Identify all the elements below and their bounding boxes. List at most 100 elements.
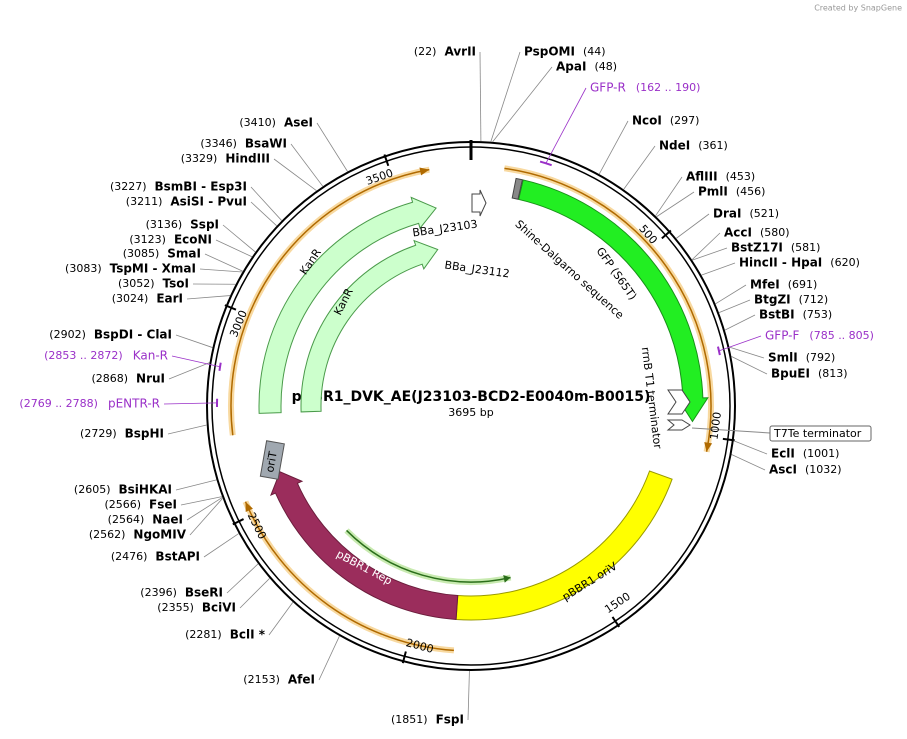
enzyme-name: BspHI — [125, 427, 164, 441]
enzyme-leader — [691, 232, 721, 261]
enzyme-position: (712) — [799, 293, 829, 306]
enzyme-position: (792) — [806, 351, 836, 364]
enzyme-leader — [203, 533, 239, 558]
primer-range: (785 .. 805) — [809, 329, 874, 342]
enzyme-leader — [167, 424, 207, 435]
rep-arrow — [270, 471, 459, 621]
ring-tick — [224, 304, 237, 311]
ring-tick — [383, 154, 390, 167]
ring-tick-label: 1000 — [707, 411, 724, 440]
enzyme-leader — [250, 186, 282, 221]
map-length: 3695 bp — [448, 406, 493, 419]
enzyme-leader — [204, 253, 243, 272]
orange-arc — [504, 167, 712, 452]
ring-tick — [611, 616, 621, 628]
primer-range: (2853 .. 2872) — [44, 349, 123, 362]
enzyme-name: BtgZI — [754, 293, 791, 307]
orange-arc — [244, 501, 454, 652]
enzyme-leader — [692, 247, 728, 261]
terminator-arrow — [667, 389, 691, 415]
enzyme-name: NaeI — [152, 513, 183, 527]
primer-leader — [163, 402, 218, 405]
enzyme-leader — [273, 158, 317, 192]
enzyme-leader — [226, 563, 259, 594]
enzyme-position: (3085) — [123, 247, 160, 260]
enzyme-leader — [250, 201, 277, 227]
primer-name: pENTR-R — [108, 397, 160, 411]
enzyme-name: SmaI — [167, 247, 201, 261]
enzyme-name: AseI — [284, 116, 313, 130]
ring-tick — [722, 437, 735, 442]
enzyme-leader — [623, 145, 656, 190]
orange-arc-head — [245, 501, 253, 513]
enzyme-position: (2729) — [80, 427, 117, 440]
enzyme-position: (3052) — [118, 277, 155, 290]
enzyme-position: (753) — [803, 308, 833, 321]
enzyme-leader — [268, 601, 294, 636]
enzyme-leader — [598, 120, 629, 175]
enzyme-leader — [199, 268, 243, 273]
orit-box — [259, 440, 285, 480]
enzyme-leader — [467, 670, 470, 721]
kanr-arrow — [300, 239, 439, 413]
enzyme-leader — [731, 356, 768, 375]
primer-range: (162 .. 190) — [636, 81, 701, 94]
enzyme-position: (620) — [830, 256, 860, 269]
feature-label: T7Te terminator — [773, 427, 862, 440]
primer-leader — [718, 335, 762, 352]
primer-name: Kan-R — [133, 349, 168, 363]
enzyme-name: BspDI - ClaI — [94, 328, 172, 342]
enzyme-name: PmlI — [698, 185, 728, 199]
enzyme-position: (1001) — [803, 447, 840, 460]
enzyme-position: (1032) — [805, 463, 842, 476]
enzyme-position: (580) — [760, 226, 790, 239]
enzyme-name: NgoMIV — [133, 528, 186, 542]
enzyme-name: AscI — [769, 463, 797, 477]
enzyme-position: (3211) — [126, 195, 163, 208]
enzyme-position: (581) — [791, 241, 821, 254]
enzyme-leader — [316, 122, 348, 172]
enzyme-leader — [715, 284, 747, 305]
enzyme-leader — [701, 262, 736, 276]
features — [216, 154, 872, 664]
enzyme-position: (691) — [788, 278, 818, 291]
enzyme-position: (361) — [698, 139, 728, 152]
enzyme-position: (2564) — [108, 513, 145, 526]
enzyme-leader — [490, 51, 521, 142]
enzyme-position: (2396) — [140, 586, 177, 599]
enzyme-name: BpuEI — [771, 367, 810, 381]
enzyme-leader — [318, 635, 340, 681]
orange-arc-head — [419, 167, 430, 176]
enzyme-name: AflIII — [686, 170, 718, 184]
enzyme-leader — [729, 346, 765, 359]
enzyme-name: FspI — [436, 713, 464, 727]
enzyme-position: (2153) — [243, 673, 280, 686]
enzyme-name: BsiHKAI — [119, 483, 173, 497]
enzyme-name: NruI — [136, 372, 165, 386]
enzyme-name: PspOMI — [524, 45, 575, 59]
enzyme-position: (2355) — [157, 601, 194, 614]
enzyme-name: BciVI — [202, 601, 236, 615]
enzyme-name: SspI — [190, 218, 219, 232]
enzyme-position: (2566) — [104, 498, 141, 511]
enzyme-position: (1851) — [391, 713, 428, 726]
enzyme-position: (521) — [749, 207, 779, 220]
enzyme-name: AsiSI - PvuI — [170, 195, 247, 209]
enzyme-name: BsaWI — [245, 137, 287, 151]
enzyme-position: (3136) — [146, 218, 183, 231]
enzyme-position: (48) — [594, 60, 617, 73]
ring-tick-label: 2500 — [245, 510, 269, 541]
enzyme-name: BstZ17I — [731, 241, 783, 255]
enzyme-position: (3123) — [129, 233, 166, 246]
enzyme-name: NcoI — [632, 114, 662, 128]
t7-leader — [691, 427, 771, 434]
green-arc-head — [503, 574, 511, 583]
enzyme-name: NdeI — [659, 139, 690, 153]
enzyme-leader — [676, 213, 710, 239]
enzyme-position: (3329) — [181, 152, 218, 165]
orange-arc — [230, 168, 430, 436]
ring-tick-label: 2000 — [405, 636, 435, 656]
enzyme-leader — [175, 479, 217, 491]
enzyme-position: (2476) — [111, 550, 148, 563]
